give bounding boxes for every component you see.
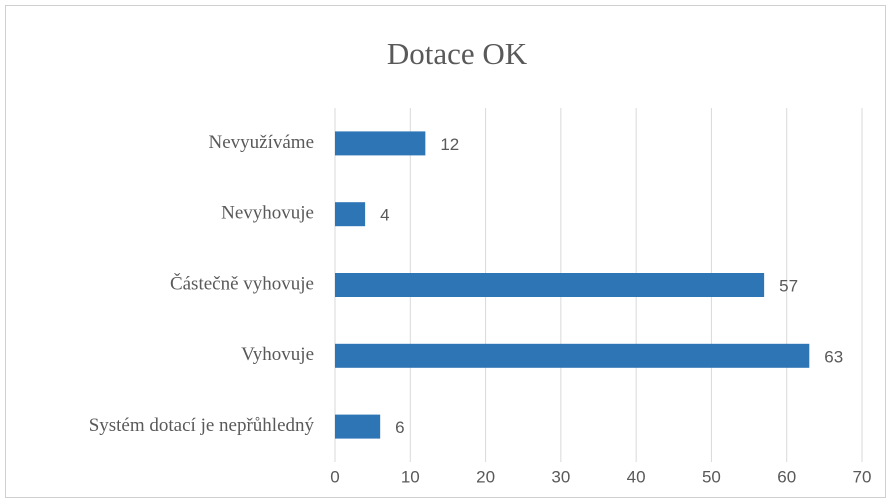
data-label: 6: [395, 418, 404, 437]
x-tick-label: 60: [777, 467, 796, 486]
x-tick-label: 70: [853, 467, 872, 486]
x-tick-label: 50: [702, 467, 721, 486]
x-tick-label: 0: [330, 467, 339, 486]
bar: [335, 273, 765, 297]
bar: [335, 343, 810, 368]
bar: [335, 131, 426, 156]
x-tick-label: 30: [551, 467, 570, 486]
x-tick-label: 40: [627, 467, 646, 486]
x-tick-label: 20: [476, 467, 495, 486]
chart-title: Dotace OK: [387, 36, 528, 71]
chart-border: [5, 5, 886, 498]
bar: [335, 202, 366, 227]
data-label: 12: [440, 135, 459, 154]
y-tick-label: Nevyhovuje: [221, 203, 314, 224]
data-label: 57: [779, 276, 798, 295]
data-label: 4: [380, 206, 389, 225]
data-label: 63: [824, 347, 843, 366]
x-tick-label: 10: [401, 467, 420, 486]
y-tick-label: Systém dotací je nepřůhledný: [89, 415, 315, 436]
y-tick-label: Nevyužíváme: [208, 132, 314, 153]
y-tick-label: Vyhovuje: [241, 344, 314, 365]
y-tick-label: Částečně vyhovuje: [170, 272, 314, 294]
bar: [335, 414, 381, 439]
